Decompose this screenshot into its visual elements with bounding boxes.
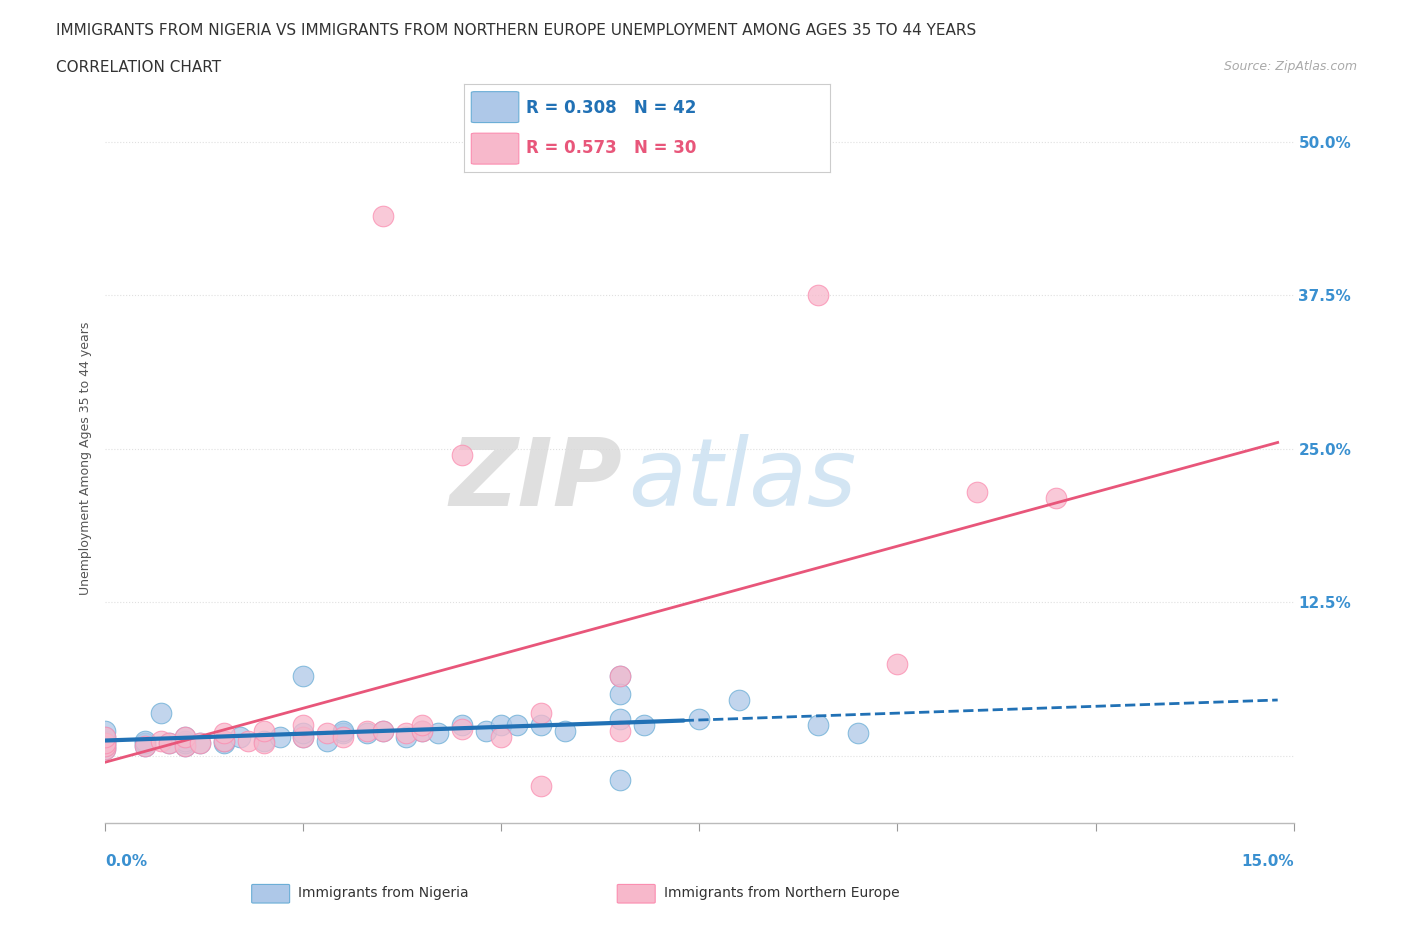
Point (94, 730, 117, 745)
Point (609, 669, 631, 684)
Text: IMMIGRANTS FROM NIGERIA VS IMMIGRANTS FROM NORTHERN EUROPE UNEMPLOYMENT AMONG AG: IMMIGRANTS FROM NIGERIA VS IMMIGRANTS FR… (56, 23, 977, 38)
Text: R = 0.573   N = 30: R = 0.573 N = 30 (526, 140, 696, 157)
Point (269, 730, 291, 745)
Point (292, 717, 315, 732)
Y-axis label: Unemployment Among Ages 35 to 44 years: Unemployment Among Ages 35 to 44 years (79, 322, 93, 594)
FancyBboxPatch shape (471, 92, 519, 123)
Point (134, 736, 156, 751)
Point (332, 724, 354, 738)
Point (292, 726, 315, 741)
Point (94, 730, 117, 745)
Point (94, 742, 117, 757)
Point (807, 717, 830, 732)
Point (134, 738, 156, 753)
Point (530, 705, 553, 720)
Point (94, 736, 117, 751)
Point (450, 447, 472, 462)
Point (134, 734, 156, 749)
Point (134, 738, 156, 753)
Point (253, 734, 276, 749)
Point (728, 693, 751, 708)
Point (886, 656, 908, 671)
Point (609, 724, 631, 738)
Point (474, 724, 496, 738)
Point (253, 724, 276, 738)
Point (689, 711, 711, 726)
Text: Immigrants from Nigeria: Immigrants from Nigeria (298, 885, 468, 900)
Point (356, 726, 378, 741)
Point (554, 724, 576, 738)
Point (371, 208, 394, 223)
Point (94, 734, 117, 749)
Point (173, 730, 195, 745)
Point (253, 736, 276, 751)
Point (316, 726, 339, 741)
FancyBboxPatch shape (471, 133, 519, 164)
Point (395, 726, 418, 741)
Point (356, 724, 378, 738)
Point (411, 717, 433, 732)
Point (450, 717, 472, 732)
Point (530, 778, 553, 793)
Point (214, 726, 236, 741)
Point (491, 730, 513, 745)
Point (491, 717, 513, 732)
Point (149, 705, 172, 720)
Point (1045, 490, 1067, 505)
Point (173, 730, 195, 745)
Point (395, 730, 418, 745)
Text: R = 0.308   N = 42: R = 0.308 N = 42 (526, 99, 696, 116)
Point (316, 734, 339, 749)
Point (371, 724, 394, 738)
Text: 15.0%: 15.0% (1241, 854, 1294, 869)
Point (149, 734, 172, 749)
Point (214, 736, 236, 751)
Point (94, 738, 117, 753)
Text: Immigrants from Northern Europe: Immigrants from Northern Europe (664, 885, 900, 900)
Point (411, 724, 433, 738)
Text: 0.0%: 0.0% (105, 854, 148, 869)
Point (609, 711, 631, 726)
Point (94, 738, 117, 753)
Point (371, 724, 394, 738)
Point (411, 724, 433, 738)
Point (846, 726, 869, 741)
Point (427, 726, 450, 741)
Point (530, 717, 553, 732)
Point (229, 730, 252, 745)
Point (292, 730, 315, 745)
Point (173, 738, 195, 753)
Point (332, 730, 354, 745)
Text: CORRELATION CHART: CORRELATION CHART (56, 60, 221, 75)
Point (94, 724, 117, 738)
Text: ZIP: ZIP (450, 434, 623, 526)
Point (609, 773, 631, 788)
Point (214, 734, 236, 749)
Point (94, 736, 117, 751)
Point (236, 734, 259, 749)
Point (190, 736, 212, 751)
Point (173, 734, 195, 749)
Point (94, 742, 117, 757)
Point (157, 736, 180, 751)
Text: atlas: atlas (628, 434, 856, 525)
Point (633, 717, 655, 732)
Point (807, 288, 830, 303)
Point (157, 736, 180, 751)
Point (609, 669, 631, 684)
Point (292, 669, 315, 684)
Point (214, 734, 236, 749)
Point (609, 686, 631, 701)
Point (332, 726, 354, 741)
Point (292, 730, 315, 745)
Point (173, 736, 195, 751)
Point (173, 738, 195, 753)
Point (966, 485, 988, 499)
Point (190, 736, 212, 751)
Point (450, 721, 472, 736)
Text: Source: ZipAtlas.com: Source: ZipAtlas.com (1223, 60, 1357, 73)
Point (506, 717, 529, 732)
